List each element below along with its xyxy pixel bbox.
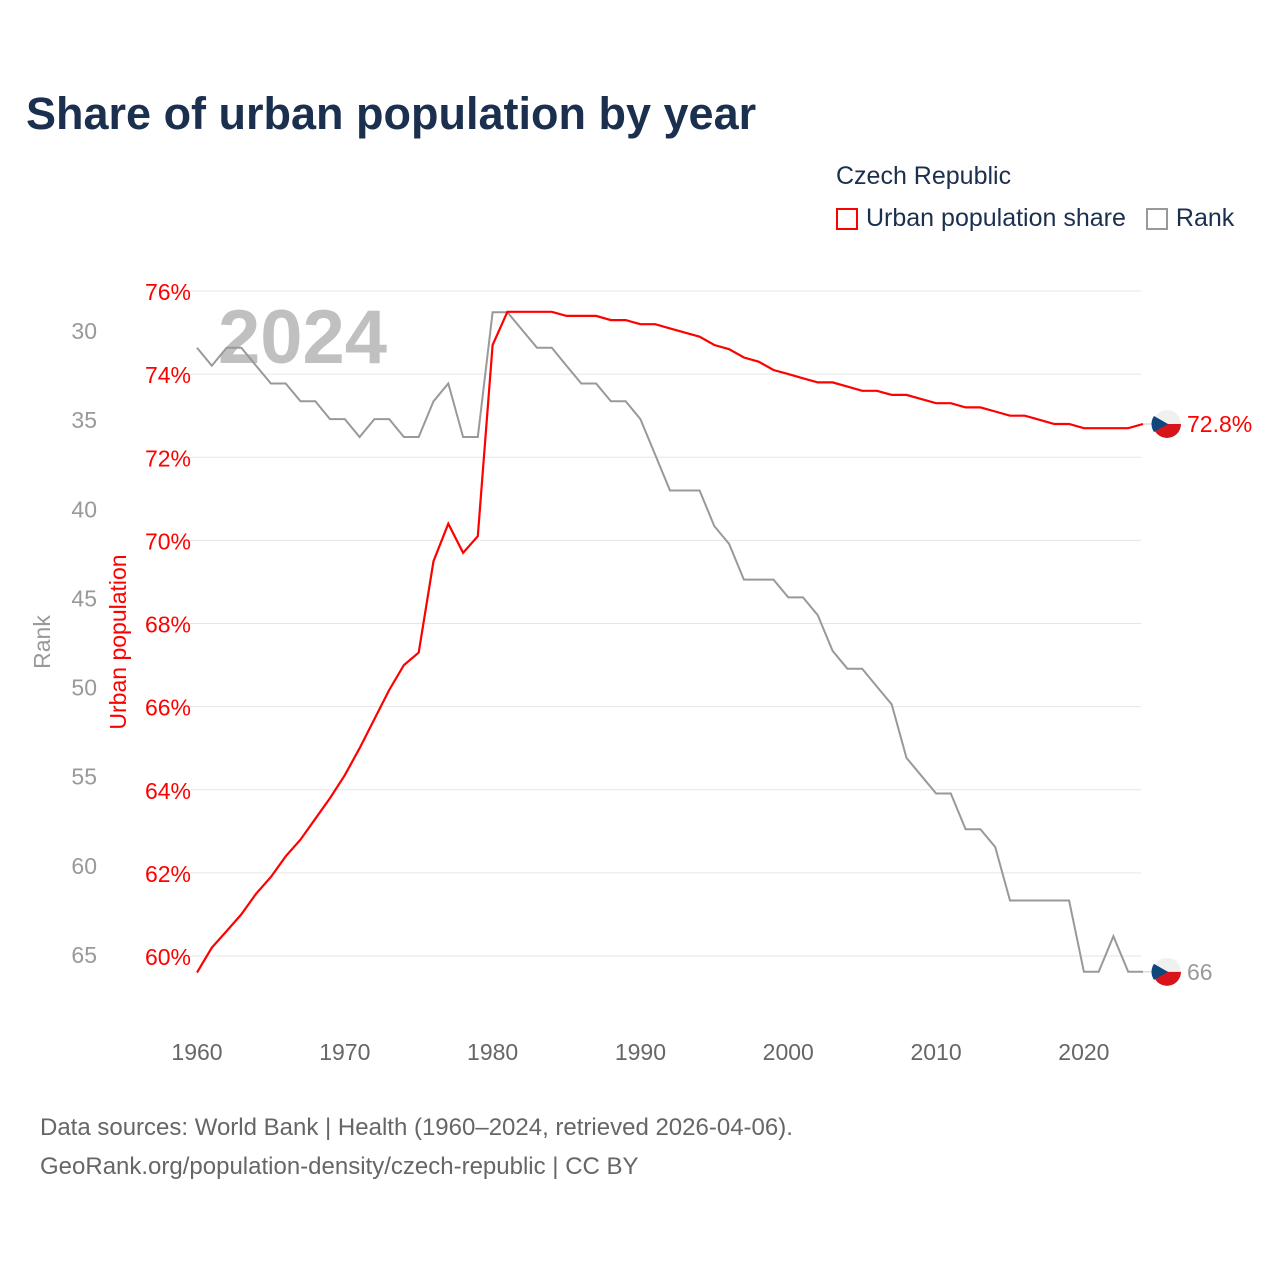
legend-label-rank: Rank xyxy=(1175,204,1235,232)
rank-tick-label: 55 xyxy=(71,764,97,790)
source-line-2[interactable]: GeoRank.org/population-density/czech-rep… xyxy=(40,1153,639,1180)
rank-end-label: 66 xyxy=(1187,959,1213,985)
rank-line xyxy=(196,311,1143,973)
source-note: Data sources: World Bank | Health (1960–… xyxy=(40,1108,793,1186)
x-tick-label: 1970 xyxy=(319,1039,370,1065)
urban-tick-label: 76% xyxy=(145,279,191,305)
urban-tick-label: 72% xyxy=(145,445,191,471)
urban-tick-label: 62% xyxy=(145,861,191,887)
legend-swatch-rank xyxy=(1145,207,1168,230)
x-tick-label: 2020 xyxy=(1058,1039,1109,1065)
urban-end-label: 72.8% xyxy=(1187,411,1252,437)
rank-tick-label: 50 xyxy=(71,675,97,701)
rank-axis-label: Rank xyxy=(29,615,55,669)
legend-title: Czech Republic xyxy=(836,162,1012,190)
x-tick-label: 1990 xyxy=(615,1039,666,1065)
urban-line xyxy=(196,310,1144,974)
source-line-1: Data sources: World Bank | Health (1960–… xyxy=(40,1114,793,1141)
urban-tick-label: 74% xyxy=(145,362,191,388)
chart-title: Share of urban population by year xyxy=(26,88,757,139)
czech-flag-icon xyxy=(1151,957,1181,986)
rank-tick-label: 40 xyxy=(71,496,97,522)
legend-swatch-urban xyxy=(836,207,858,230)
czech-flag-icon xyxy=(1151,410,1181,438)
year-watermark: 2024 xyxy=(218,295,387,380)
legend-label-urban: Urban population share xyxy=(866,204,1126,232)
x-tick-label: 2010 xyxy=(910,1039,961,1065)
rank-tick-label: 65 xyxy=(71,942,97,968)
x-tick-label: 1960 xyxy=(171,1039,222,1065)
x-tick-label: 2000 xyxy=(763,1039,814,1065)
legend: Urban population share Rank xyxy=(836,204,1234,233)
urban-tick-label: 60% xyxy=(145,944,191,970)
urban-tick-label: 64% xyxy=(145,778,191,804)
urban-tick-label: 66% xyxy=(145,695,191,721)
legend-item-urban[interactable]: Urban population share xyxy=(836,204,1126,233)
chart-area: 2024 60% 62% 64% 66% 68% 70% 72% 74% 76% 30 35 40 45 5… xyxy=(29,279,1252,1065)
urban-tick-label: 68% xyxy=(145,612,191,638)
urban-axis-label: Urban population xyxy=(105,554,131,729)
legend-item-rank[interactable]: Rank xyxy=(1145,204,1235,233)
rank-tick-label: 60 xyxy=(71,853,97,879)
x-tick-label: 1980 xyxy=(467,1039,518,1065)
urban-tick-label: 70% xyxy=(145,528,191,554)
rank-tick-label: 35 xyxy=(71,407,97,433)
rank-tick-label: 30 xyxy=(71,318,97,344)
rank-tick-label: 45 xyxy=(71,585,97,611)
